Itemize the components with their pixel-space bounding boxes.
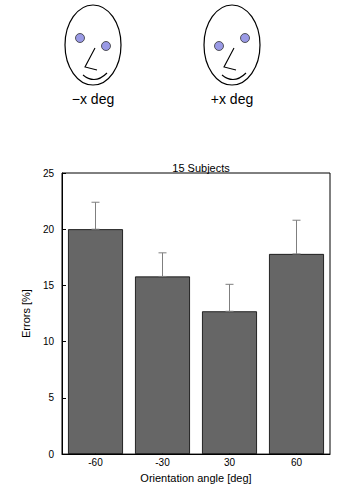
svg-text:30: 30	[224, 457, 236, 468]
svg-text:10: 10	[43, 336, 55, 347]
svg-text:15: 15	[43, 280, 55, 291]
svg-text:20: 20	[43, 224, 55, 235]
svg-text:+x deg: +x deg	[211, 91, 253, 107]
svg-text:Errors [%]: Errors [%]	[20, 289, 32, 338]
svg-text:Orientation angle [deg]: Orientation angle [deg]	[140, 472, 251, 484]
svg-text:60: 60	[291, 457, 303, 468]
svg-text:−x deg: −x deg	[72, 91, 114, 107]
svg-text:0: 0	[48, 449, 54, 460]
svg-text:-60: -60	[88, 457, 103, 468]
svg-text:5: 5	[48, 392, 54, 403]
svg-text:15 Subjects: 15 Subjects	[172, 162, 230, 174]
svg-text:-30: -30	[155, 457, 170, 468]
svg-text:25: 25	[43, 168, 55, 179]
